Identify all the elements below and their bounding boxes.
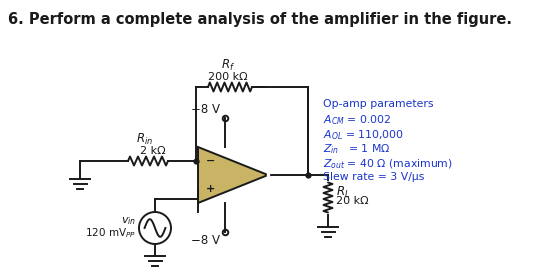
Text: 6. Perform a complete analysis of the amplifier in the figure.: 6. Perform a complete analysis of the am… bbox=[8, 12, 512, 27]
Text: $Z_{out}$ = 40 Ω (maximum): $Z_{out}$ = 40 Ω (maximum) bbox=[323, 157, 453, 171]
Text: +: + bbox=[206, 184, 215, 194]
Text: $R_f$: $R_f$ bbox=[221, 58, 235, 73]
Polygon shape bbox=[198, 147, 268, 203]
Text: +8 V: +8 V bbox=[191, 103, 220, 116]
Text: $Z_{in}$   = 1 MΩ: $Z_{in}$ = 1 MΩ bbox=[323, 143, 390, 156]
Text: 20 kΩ: 20 kΩ bbox=[336, 196, 369, 206]
Text: $R_L$: $R_L$ bbox=[336, 185, 350, 200]
Text: 120 mV$_{PP}$: 120 mV$_{PP}$ bbox=[85, 226, 136, 240]
Text: $R_{in}$: $R_{in}$ bbox=[136, 132, 153, 147]
Text: 2 kΩ: 2 kΩ bbox=[140, 146, 166, 156]
Text: −: − bbox=[206, 156, 215, 166]
Text: Slew rate = 3 V/μs: Slew rate = 3 V/μs bbox=[323, 171, 424, 182]
Text: −8 V: −8 V bbox=[191, 234, 220, 247]
Text: $v_{in}$: $v_{in}$ bbox=[121, 215, 136, 227]
Text: $A_{CM}$ = 0.002: $A_{CM}$ = 0.002 bbox=[323, 114, 391, 127]
Text: Op-amp parameters: Op-amp parameters bbox=[323, 99, 434, 109]
Text: $A_{OL}$ = 110,000: $A_{OL}$ = 110,000 bbox=[323, 128, 404, 142]
Text: 200 kΩ: 200 kΩ bbox=[208, 72, 248, 82]
